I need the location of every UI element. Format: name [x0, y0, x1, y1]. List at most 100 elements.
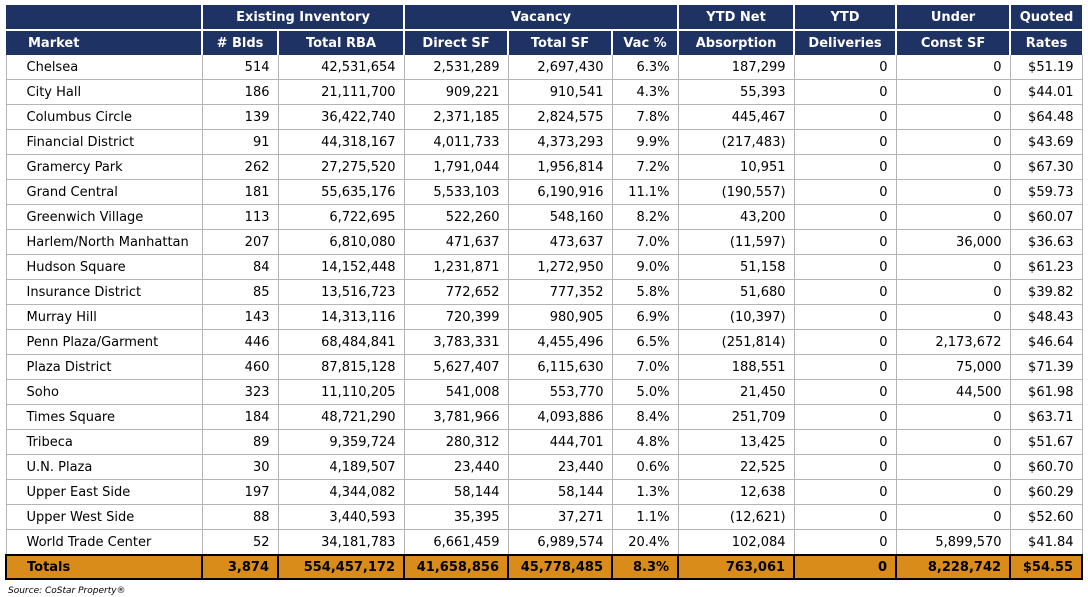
header-group-row: Existing Inventory Vacancy YTD Net YTD U… [6, 5, 1083, 31]
cell-vac-pct: 7.8% [611, 104, 679, 130]
table-row: Columbus Circle 139 36,422,740 2,371,185 2,8… [5, 104, 1083, 130]
source-note: Source: CoStar Property® [8, 586, 126, 596]
totals-direct-sf: 41,658,856 [403, 554, 510, 580]
cell-total-sf: 58,144 [507, 479, 613, 505]
table-row: Financial District 91 44,318,167 4,011,733 4… [5, 129, 1083, 155]
totals-total-rba: 554,457,172 [276, 554, 406, 580]
cell-blds: 184 [201, 404, 278, 430]
cell-blds: 113 [201, 204, 278, 230]
cell-direct-sf: 23,440 [403, 454, 509, 480]
table-row: Murray Hill 143 14,313,116 720,399 980,905 6.… [5, 304, 1083, 330]
cell-total-sf: 23,440 [507, 454, 613, 480]
cell-blds: 197 [201, 479, 278, 505]
cell-absorption: 251,709 [677, 404, 795, 430]
cell-deliveries: 0 [793, 454, 897, 480]
cell-direct-sf: 2,531,289 [403, 55, 509, 80]
cell-total-rba: 4,189,507 [277, 454, 405, 480]
cell-total-rba: 21,111,700 [277, 79, 405, 105]
col-absorption: Absorption [677, 30, 795, 55]
cell-rates: $71.39 [1009, 354, 1083, 380]
cell-rates: $61.23 [1009, 254, 1083, 280]
cell-market: Harlem/North Manhattan [5, 229, 202, 255]
cell-deliveries: 0 [793, 329, 897, 355]
totals-blds: 3,874 [201, 554, 279, 580]
cell-blds: 181 [201, 179, 278, 205]
cell-absorption: (10,397) [677, 304, 795, 330]
col-rates: Rates [1009, 30, 1083, 55]
cell-const-sf: 0 [895, 429, 1011, 455]
header-group-quoted: Quoted [1009, 5, 1083, 31]
cell-const-sf: 0 [895, 254, 1011, 280]
cell-total-rba: 34,181,783 [277, 529, 405, 556]
cell-blds: 91 [201, 129, 278, 155]
cell-blds: 88 [201, 504, 278, 530]
cell-deliveries: 0 [793, 354, 897, 380]
cell-vac-pct: 6.3% [611, 55, 679, 80]
cell-absorption: 51,158 [677, 254, 795, 280]
cell-total-sf: 4,093,886 [507, 404, 613, 430]
cell-market: Gramercy Park [5, 154, 202, 180]
cell-market: Soho [5, 379, 202, 405]
cell-const-sf: 0 [895, 279, 1011, 305]
cell-deliveries: 0 [793, 129, 897, 155]
table-row: Soho 323 11,110,205 541,008 553,770 5.0% 21,45… [5, 379, 1083, 405]
cell-total-sf: 1,956,814 [507, 154, 613, 180]
cell-const-sf: 0 [895, 304, 1011, 330]
header-column-row: Market # Blds Total RBA Direct SF Total … [6, 30, 1083, 55]
cell-deliveries: 0 [793, 279, 897, 305]
cell-total-sf: 980,905 [507, 304, 613, 330]
cell-rates: $61.98 [1009, 379, 1083, 405]
cell-direct-sf: 772,652 [403, 279, 509, 305]
cell-absorption: 55,393 [677, 79, 795, 105]
table-row: Harlem/North Manhattan 207 6,810,080 471,63… [5, 229, 1083, 255]
cell-total-sf: 444,701 [507, 429, 613, 455]
cell-rates: $44.01 [1009, 79, 1083, 105]
cell-const-sf: 0 [895, 79, 1011, 105]
cell-total-rba: 6,810,080 [277, 229, 405, 255]
cell-absorption: (217,483) [677, 129, 795, 155]
cell-absorption: 43,200 [677, 204, 795, 230]
cell-direct-sf: 909,221 [403, 79, 509, 105]
cell-vac-pct: 0.6% [611, 454, 679, 480]
cell-const-sf: 0 [895, 104, 1011, 130]
cell-const-sf: 0 [895, 179, 1011, 205]
cell-market: Upper West Side [5, 504, 202, 530]
col-deliveries: Deliveries [793, 30, 897, 55]
cell-vac-pct: 6.5% [611, 329, 679, 355]
cell-vac-pct: 7.0% [611, 229, 679, 255]
cell-total-sf: 4,373,293 [507, 129, 613, 155]
col-total-sf: Total SF [507, 30, 613, 55]
cell-rates: $51.67 [1009, 429, 1083, 455]
cell-total-sf: 553,770 [507, 379, 613, 405]
table-row: World Trade Center 52 34,181,783 6,661,459 6… [5, 529, 1083, 556]
table-row: Times Square 184 48,721,290 3,781,966 4,093,… [5, 404, 1083, 430]
cell-rates: $60.70 [1009, 454, 1083, 480]
totals-rates: $54.55 [1009, 554, 1084, 580]
cell-absorption: 21,450 [677, 379, 795, 405]
cell-total-rba: 68,484,841 [277, 329, 405, 355]
cell-rates: $36.63 [1009, 229, 1083, 255]
market-statistics-table: Existing Inventory Vacancy YTD Net YTD U… [5, 5, 1084, 580]
header-group-vacancy: Vacancy [403, 5, 679, 31]
table-row: Upper East Side 197 4,344,082 58,144 58,144 1… [5, 479, 1083, 505]
table-row: Greenwich Village 113 6,722,695 522,260 548,… [5, 204, 1083, 230]
totals-vac-pct: 8.3% [611, 554, 680, 580]
cell-rates: $59.73 [1009, 179, 1083, 205]
cell-vac-pct: 1.3% [611, 479, 679, 505]
cell-total-rba: 48,721,290 [277, 404, 405, 430]
cell-rates: $60.07 [1009, 204, 1083, 230]
cell-blds: 89 [201, 429, 278, 455]
cell-direct-sf: 6,661,459 [403, 529, 509, 556]
cell-direct-sf: 4,011,733 [403, 129, 509, 155]
cell-absorption: 188,551 [677, 354, 795, 380]
table-row: Upper West Side 88 3,440,593 35,395 37,271 1.… [5, 504, 1083, 530]
cell-total-rba: 42,531,654 [277, 55, 405, 80]
table-row: Grand Central 181 55,635,176 5,533,103 6,190… [5, 179, 1083, 205]
cell-deliveries: 0 [793, 104, 897, 130]
cell-direct-sf: 35,395 [403, 504, 509, 530]
cell-deliveries: 0 [793, 479, 897, 505]
header-group-ytd: YTD [793, 5, 897, 31]
table-row: Penn Plaza/Garment 446 68,484,841 3,783,331… [5, 329, 1083, 355]
market-statistics-table-container: Existing Inventory Vacancy YTD Net YTD U… [5, 5, 1084, 596]
cell-const-sf: 0 [895, 154, 1011, 180]
